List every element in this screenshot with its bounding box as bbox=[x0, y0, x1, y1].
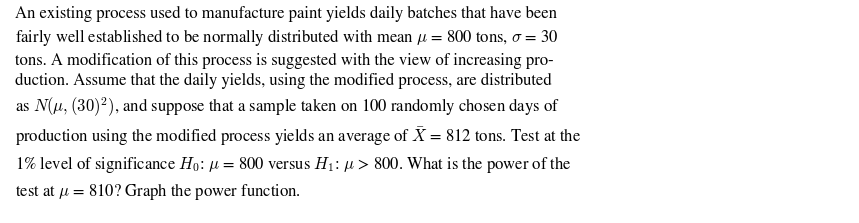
Text: An existing process used to manufacture paint yields daily batches that have bee: An existing process used to manufacture … bbox=[15, 6, 582, 202]
